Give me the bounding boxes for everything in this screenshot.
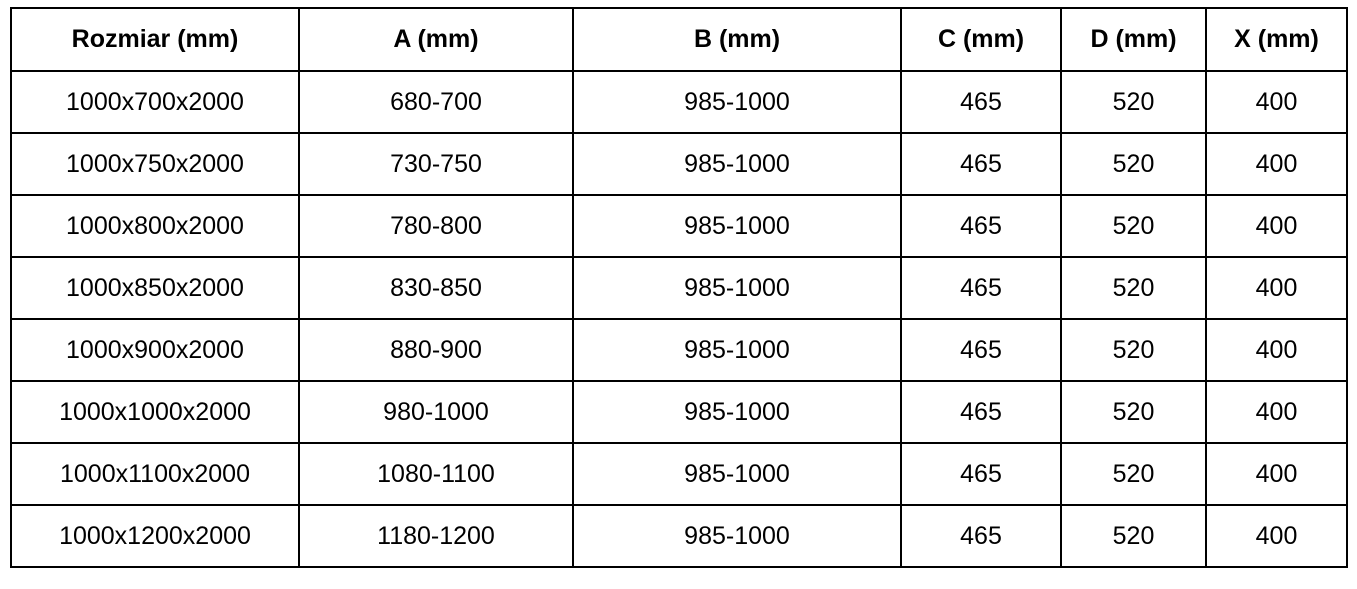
column-header: B (mm) [572, 7, 902, 72]
table-cell: 985-1000 [572, 380, 902, 444]
table-cell: 1080-1100 [298, 442, 574, 506]
table-cell: 520 [1060, 132, 1207, 196]
table-cell: 985-1000 [572, 256, 902, 320]
table-cell: 680-700 [298, 70, 574, 134]
table-cell: 465 [900, 442, 1062, 506]
table-cell: 400 [1205, 380, 1348, 444]
table-cell: 730-750 [298, 132, 574, 196]
table-cell: 400 [1205, 132, 1348, 196]
table-cell: 1000x1000x2000 [10, 380, 300, 444]
table-cell: 465 [900, 504, 1062, 568]
table-row: 1000x750x2000 730-750 985-1000 465 520 400 [10, 132, 1348, 196]
table-cell: 985-1000 [572, 194, 902, 258]
table-cell: 520 [1060, 318, 1207, 382]
table-cell: 1000x700x2000 [10, 70, 300, 134]
table-cell: 520 [1060, 504, 1207, 568]
table-cell: 985-1000 [572, 318, 902, 382]
column-header: Rozmiar (mm) [10, 7, 300, 72]
table-cell: 520 [1060, 442, 1207, 506]
table-cell: 980-1000 [298, 380, 574, 444]
table-row: 1000x800x2000 780-800 985-1000 465 520 400 [10, 194, 1348, 258]
table-cell: 520 [1060, 194, 1207, 258]
table-cell: 400 [1205, 504, 1348, 568]
table-cell: 465 [900, 132, 1062, 196]
table-cell: 985-1000 [572, 70, 902, 134]
table-row: 1000x700x2000 680-700 985-1000 465 520 400 [10, 70, 1348, 134]
column-header: D (mm) [1060, 7, 1207, 72]
table-cell: 880-900 [298, 318, 574, 382]
table-cell: 1180-1200 [298, 504, 574, 568]
table-row: 1000x1200x2000 1180-1200 985-1000 465 520 400 [10, 504, 1348, 568]
table-cell: 400 [1205, 442, 1348, 506]
table-cell: 830-850 [298, 256, 574, 320]
table-cell: 1000x1100x2000 [10, 442, 300, 506]
table-cell: 400 [1205, 256, 1348, 320]
table-row: 1000x1100x2000 1080-1100 985-1000 465 520 400 [10, 442, 1348, 506]
table-cell: 780-800 [298, 194, 574, 258]
header-row: Rozmiar (mm) A (mm) B (mm) C (mm) D (mm) X (m… [10, 7, 1348, 72]
table-row: 1000x850x2000 830-850 985-1000 465 520 400 [10, 256, 1348, 320]
column-header: X (mm) [1205, 7, 1348, 72]
table-cell: 985-1000 [572, 442, 902, 506]
table-row: 1000x1000x2000 980-1000 985-1000 465 520 400 [10, 380, 1348, 444]
table-cell: 1000x850x2000 [10, 256, 300, 320]
table-cell: 1000x750x2000 [10, 132, 300, 196]
table-cell: 465 [900, 318, 1062, 382]
table-cell: 520 [1060, 380, 1207, 444]
table-cell: 985-1000 [572, 132, 902, 196]
table-row: 1000x900x2000 880-900 985-1000 465 520 400 [10, 318, 1348, 382]
table-cell: 400 [1205, 70, 1348, 134]
column-header: A (mm) [298, 7, 574, 72]
column-header: C (mm) [900, 7, 1062, 72]
table-cell: 400 [1205, 194, 1348, 258]
table-cell: 520 [1060, 256, 1207, 320]
table-cell: 465 [900, 70, 1062, 134]
table-cell: 520 [1060, 70, 1207, 134]
table-cell: 1000x900x2000 [10, 318, 300, 382]
table-cell: 465 [900, 256, 1062, 320]
table-cell: 985-1000 [572, 504, 902, 568]
table-cell: 1000x800x2000 [10, 194, 300, 258]
dimensions-table: Rozmiar (mm) A (mm) B (mm) C (mm) D (mm) X (m… [10, 7, 1348, 568]
table-cell: 465 [900, 194, 1062, 258]
table-cell: 1000x1200x2000 [10, 504, 300, 568]
table-cell: 465 [900, 380, 1062, 444]
table-cell: 400 [1205, 318, 1348, 382]
